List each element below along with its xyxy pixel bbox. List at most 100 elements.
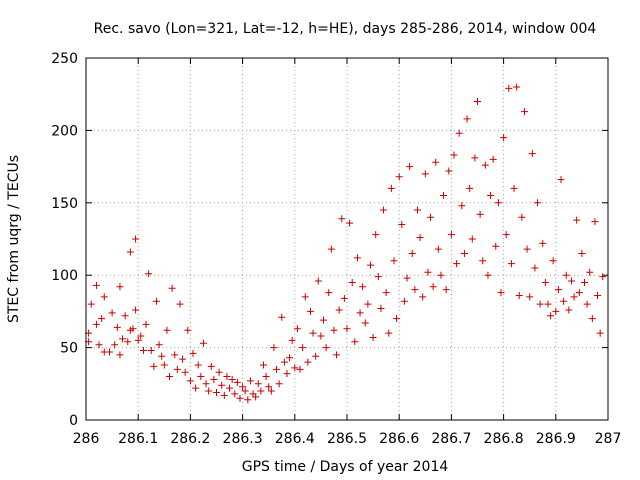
data-point	[270, 344, 278, 352]
data-point	[526, 293, 534, 301]
data-point	[126, 248, 134, 256]
data-point	[210, 375, 218, 383]
data-point	[168, 284, 176, 292]
data-point	[487, 192, 495, 200]
data-point	[416, 234, 424, 242]
data-point	[236, 394, 244, 402]
data-point	[474, 97, 481, 105]
data-point	[573, 216, 581, 224]
y-tick-label: 0	[69, 413, 78, 429]
x-tick-label: 286.7	[431, 431, 471, 447]
data-point	[228, 375, 236, 383]
data-point	[458, 202, 466, 210]
data-point	[283, 370, 291, 378]
data-point	[262, 373, 270, 381]
data-point	[505, 84, 513, 92]
y-tick-label: 250	[51, 51, 78, 67]
data-point	[299, 344, 307, 352]
data-point	[257, 387, 265, 395]
data-point	[377, 305, 385, 313]
data-point	[583, 300, 591, 308]
data-point	[220, 391, 228, 399]
data-point	[450, 151, 458, 159]
data-point	[213, 388, 220, 396]
x-tick-label: 286.5	[327, 431, 367, 447]
data-point	[445, 167, 453, 175]
data-point	[531, 264, 539, 272]
data-point	[134, 336, 142, 344]
data-point	[366, 261, 374, 269]
data-point	[98, 315, 106, 323]
data-point	[387, 184, 395, 192]
data-point	[111, 341, 119, 349]
data-point	[223, 373, 231, 381]
data-point	[489, 155, 497, 163]
data-point	[293, 325, 301, 333]
data-point	[539, 239, 547, 247]
data-point	[155, 341, 163, 349]
data-point	[424, 268, 432, 276]
data-point	[442, 286, 450, 294]
data-point	[385, 329, 393, 337]
data-point	[447, 231, 455, 239]
x-tick-label: 286.2	[170, 431, 210, 447]
data-point	[181, 368, 189, 376]
data-point	[278, 313, 286, 321]
data-point	[199, 339, 207, 347]
data-point	[95, 341, 103, 349]
data-point	[194, 361, 202, 369]
data-point	[163, 326, 171, 334]
data-point	[406, 163, 414, 171]
y-tick-label: 100	[51, 268, 78, 284]
data-point	[453, 260, 461, 268]
data-point	[599, 273, 607, 281]
data-point	[280, 358, 288, 366]
data-point	[502, 231, 510, 239]
data-point	[348, 278, 356, 286]
data-point	[567, 277, 575, 285]
data-point	[343, 325, 351, 333]
data-point	[286, 354, 294, 362]
x-tick-label: 286.8	[484, 431, 524, 447]
data-point	[132, 235, 140, 243]
data-point	[356, 309, 364, 317]
data-point	[513, 83, 521, 91]
data-point	[466, 184, 474, 192]
data-point	[591, 218, 599, 226]
data-point	[500, 134, 508, 142]
data-point	[403, 274, 411, 282]
data-point	[239, 383, 247, 391]
data-point	[265, 383, 273, 391]
data-point	[549, 257, 557, 265]
data-point	[338, 215, 346, 223]
data-point	[578, 249, 586, 257]
data-point	[108, 309, 116, 317]
data-point	[544, 300, 552, 308]
data-point	[179, 355, 187, 363]
x-tick-label: 286.1	[118, 431, 158, 447]
data-point	[471, 154, 479, 162]
data-point	[142, 320, 150, 328]
data-point	[158, 352, 166, 360]
y-tick-label: 200	[51, 123, 78, 139]
data-point	[596, 329, 604, 337]
data-point	[419, 293, 427, 301]
data-point	[312, 352, 320, 360]
data-point	[520, 108, 528, 116]
data-point	[322, 344, 330, 352]
data-point	[432, 158, 440, 166]
y-axis-label: STEC from uqrg / TECUs	[6, 155, 22, 323]
data-point	[510, 184, 518, 192]
chart-title: Rec. savo (Lon=321, Lat=-12, h=HE), days…	[94, 21, 597, 37]
data-point	[557, 176, 565, 184]
data-point	[562, 271, 570, 279]
data-point	[105, 348, 113, 356]
data-point	[413, 206, 421, 214]
data-point	[92, 281, 100, 289]
data-point	[333, 351, 341, 359]
data-point	[139, 346, 147, 354]
data-point	[440, 192, 448, 200]
y-tick-label: 50	[60, 341, 78, 357]
data-point	[455, 129, 463, 137]
data-point	[346, 219, 354, 227]
